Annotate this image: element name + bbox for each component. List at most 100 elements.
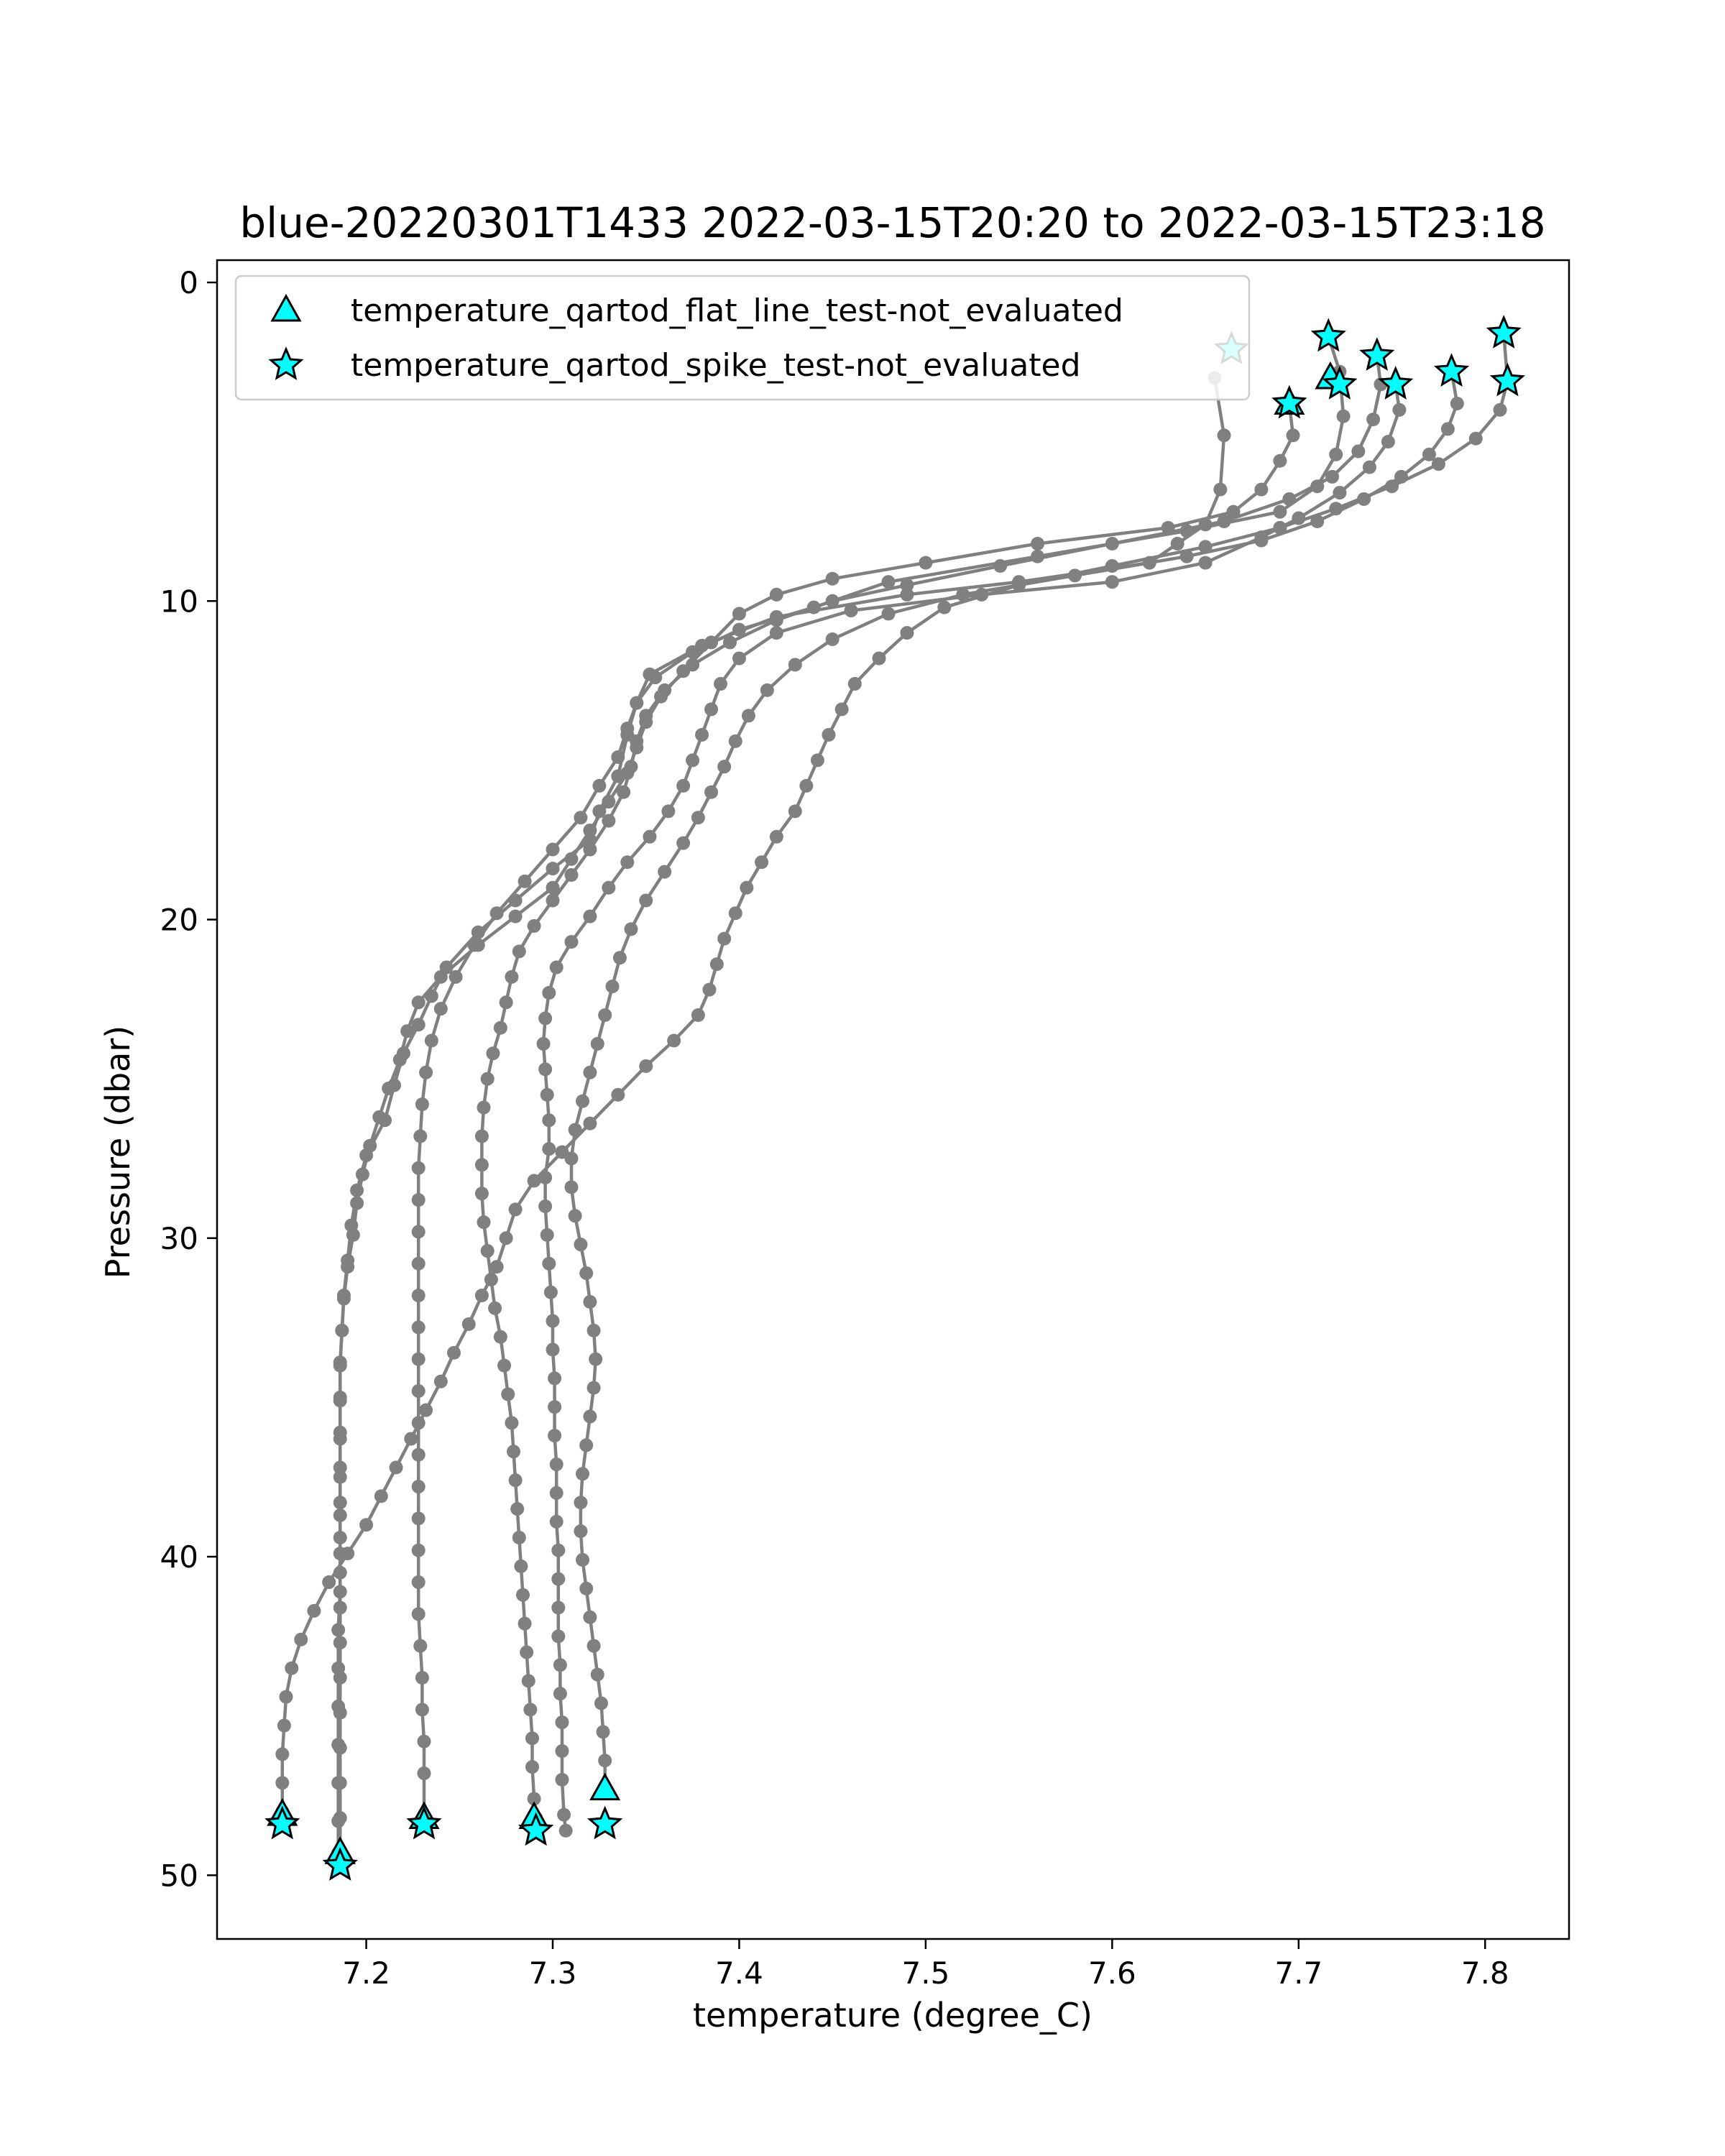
data-point: [799, 778, 814, 793]
data-point: [493, 1021, 507, 1035]
spike-marker: [1486, 315, 1522, 349]
data-point: [590, 1667, 604, 1682]
data-point: [732, 607, 746, 621]
data-point: [620, 722, 635, 736]
data-point: [586, 1639, 601, 1653]
data-point: [518, 1616, 532, 1631]
data-point: [518, 874, 532, 888]
data-point: [411, 1352, 426, 1366]
data-point: [417, 1766, 431, 1781]
data-point: [602, 880, 616, 895]
data-point: [612, 951, 627, 965]
spike-marker: [1489, 362, 1525, 397]
spike-marker: [587, 1805, 623, 1840]
data-point: [333, 1776, 347, 1790]
qc-markers: [264, 315, 1525, 1881]
data-point: [546, 1342, 560, 1357]
data-point: [294, 1632, 308, 1646]
data-point: [501, 1387, 515, 1401]
data-point: [540, 1227, 554, 1242]
data-point: [611, 1087, 625, 1102]
data-point: [551, 1572, 566, 1586]
data-point: [624, 922, 638, 936]
series-3: [411, 329, 1351, 1828]
data-point: [1213, 482, 1228, 497]
spike-marker: [264, 1805, 300, 1840]
data-point: [1273, 505, 1287, 519]
chart-title: blue-20220301T1433 2022-03-15T20:20 to 2…: [239, 198, 1545, 247]
data-point: [728, 906, 742, 921]
data-point: [333, 1460, 347, 1475]
spike-marker: [1359, 337, 1395, 371]
data-point: [527, 1174, 541, 1188]
spike-marker: [406, 1805, 442, 1840]
data-point: [333, 1530, 347, 1544]
x-tick-label: 7.8: [1461, 1955, 1509, 1991]
data-point: [1336, 409, 1351, 423]
spike-marker: [1271, 384, 1307, 419]
data-point: [1031, 537, 1045, 551]
data-point: [512, 944, 526, 959]
data-point: [1170, 537, 1184, 551]
data-point: [275, 1747, 290, 1761]
data-point: [658, 865, 672, 879]
legend-star-icon: [268, 346, 304, 380]
data-point: [542, 1142, 556, 1156]
data-point: [333, 1496, 347, 1510]
data-point: [542, 1113, 556, 1128]
data-point: [1254, 482, 1269, 497]
data-point: [510, 1502, 525, 1516]
data-point: [900, 578, 914, 592]
data-point: [602, 814, 616, 828]
data-point: [844, 604, 858, 618]
data-point: [555, 1772, 569, 1787]
data-point: [474, 1289, 489, 1303]
data-point: [583, 1409, 597, 1424]
data-point: [1392, 402, 1407, 417]
series-6: [564, 364, 1464, 1797]
data-point: [489, 906, 504, 921]
data-point: [336, 1291, 351, 1306]
data-point: [624, 760, 638, 774]
data-point: [630, 696, 644, 710]
data-point: [486, 1046, 500, 1061]
data-point: [564, 852, 579, 866]
data-point: [480, 1072, 494, 1086]
data-point: [1381, 435, 1395, 449]
data-point: [564, 935, 579, 949]
spike-marker: [518, 1812, 554, 1846]
data-point: [493, 1330, 507, 1344]
data-point: [574, 1524, 588, 1539]
data-point: [411, 995, 426, 1010]
data-point: [279, 1690, 293, 1704]
series-7: [275, 326, 1514, 1831]
data-point: [630, 734, 644, 748]
data-point: [1273, 453, 1287, 468]
data-point: [341, 1260, 355, 1274]
data-point: [717, 931, 732, 946]
data-point: [538, 1199, 553, 1213]
data-point: [788, 658, 802, 672]
data-point: [525, 1760, 539, 1774]
data-point: [1198, 556, 1213, 570]
data-point: [555, 1743, 569, 1758]
data-point: [1385, 479, 1399, 494]
data-point: [521, 1674, 535, 1688]
series-5: [536, 377, 1407, 1838]
data-point: [825, 594, 840, 608]
data-point: [536, 1036, 551, 1051]
data-point: [872, 651, 886, 665]
x-tick-label: 7.7: [1274, 1955, 1322, 1991]
data-point: [514, 1559, 528, 1573]
data-point: [411, 1575, 426, 1590]
data-point: [515, 1588, 530, 1602]
data-point: [363, 1138, 377, 1153]
data-point: [574, 1496, 588, 1510]
data-point: [411, 1018, 426, 1032]
data-point: [461, 1317, 476, 1332]
data-point: [702, 982, 717, 997]
data-point: [359, 1518, 374, 1532]
data-point: [355, 1167, 369, 1181]
data-point: [583, 1610, 597, 1624]
data-point: [411, 1225, 426, 1239]
